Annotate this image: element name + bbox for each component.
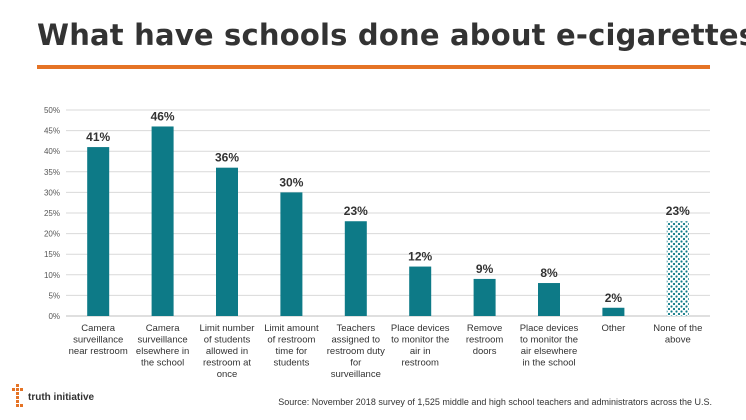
data-labels: 41% 46% 36% 30% 23% 12% 9% 8% 2% 23% bbox=[86, 109, 690, 304]
bar bbox=[280, 192, 303, 316]
category-label: Other bbox=[602, 323, 626, 334]
y-tick-label: 30% bbox=[44, 188, 60, 197]
y-tick-label: 15% bbox=[44, 250, 60, 259]
y-tick-label: 10% bbox=[44, 271, 60, 280]
data-label: 8% bbox=[540, 266, 558, 280]
bar bbox=[87, 147, 110, 316]
data-label: 30% bbox=[279, 175, 303, 189]
bar bbox=[538, 283, 560, 316]
data-label: 46% bbox=[151, 109, 175, 123]
y-tick-label: 5% bbox=[48, 291, 60, 300]
logo-text: truth initiative bbox=[28, 391, 95, 403]
category-label: Remove restroom doors bbox=[466, 323, 504, 357]
data-label: 12% bbox=[408, 250, 432, 264]
y-tick-label: 0% bbox=[48, 312, 60, 321]
category-label: Limit number of students allowed in restroo… bbox=[200, 323, 255, 380]
bar bbox=[602, 307, 625, 316]
title-divider bbox=[37, 65, 710, 69]
y-tick-label: 35% bbox=[44, 168, 60, 177]
truth-initiative-logo-icon bbox=[12, 384, 23, 407]
category-label: Place devices to monitor the air elsewhere… bbox=[520, 323, 579, 369]
category-label: Camera surveillance elsewhere in the school bbox=[136, 323, 189, 369]
y-tick-label: 25% bbox=[44, 209, 60, 218]
source-note: Source: November 2018 survey of 1,525 mi… bbox=[278, 397, 712, 407]
bar bbox=[473, 278, 496, 316]
data-label: 41% bbox=[86, 130, 110, 144]
data-label: 2% bbox=[605, 291, 623, 305]
category-label: Teachers assigned to restroom duty for surve… bbox=[327, 323, 385, 380]
category-label: Limit amount of restroom time for students bbox=[264, 323, 319, 369]
page-title: What have schools done about e-cigarette… bbox=[37, 18, 746, 52]
y-tick-label: 50% bbox=[44, 106, 60, 115]
bar bbox=[666, 221, 689, 316]
data-label: 23% bbox=[344, 204, 368, 218]
category-label: Place devices to monitor the air in restroo… bbox=[391, 323, 450, 369]
category-label: None of the above bbox=[653, 323, 702, 346]
bar bbox=[151, 126, 174, 316]
data-label: 23% bbox=[666, 204, 690, 218]
y-tick-label: 20% bbox=[44, 230, 60, 239]
data-label: 9% bbox=[476, 262, 494, 276]
y-tick-label: 45% bbox=[44, 127, 60, 136]
brand-logo: truth initiative bbox=[12, 384, 94, 410]
y-tick-label: 40% bbox=[44, 147, 60, 156]
y-axis: 0% 5% 10% 15% 20% 25% 30% 35% 40% 45% 50% bbox=[44, 106, 60, 321]
bar bbox=[216, 167, 238, 316]
data-label: 36% bbox=[215, 151, 239, 165]
bar bbox=[409, 266, 432, 316]
bars bbox=[87, 126, 689, 316]
bar bbox=[344, 221, 367, 316]
category-label: Camera surveillance near restroom bbox=[69, 323, 128, 357]
